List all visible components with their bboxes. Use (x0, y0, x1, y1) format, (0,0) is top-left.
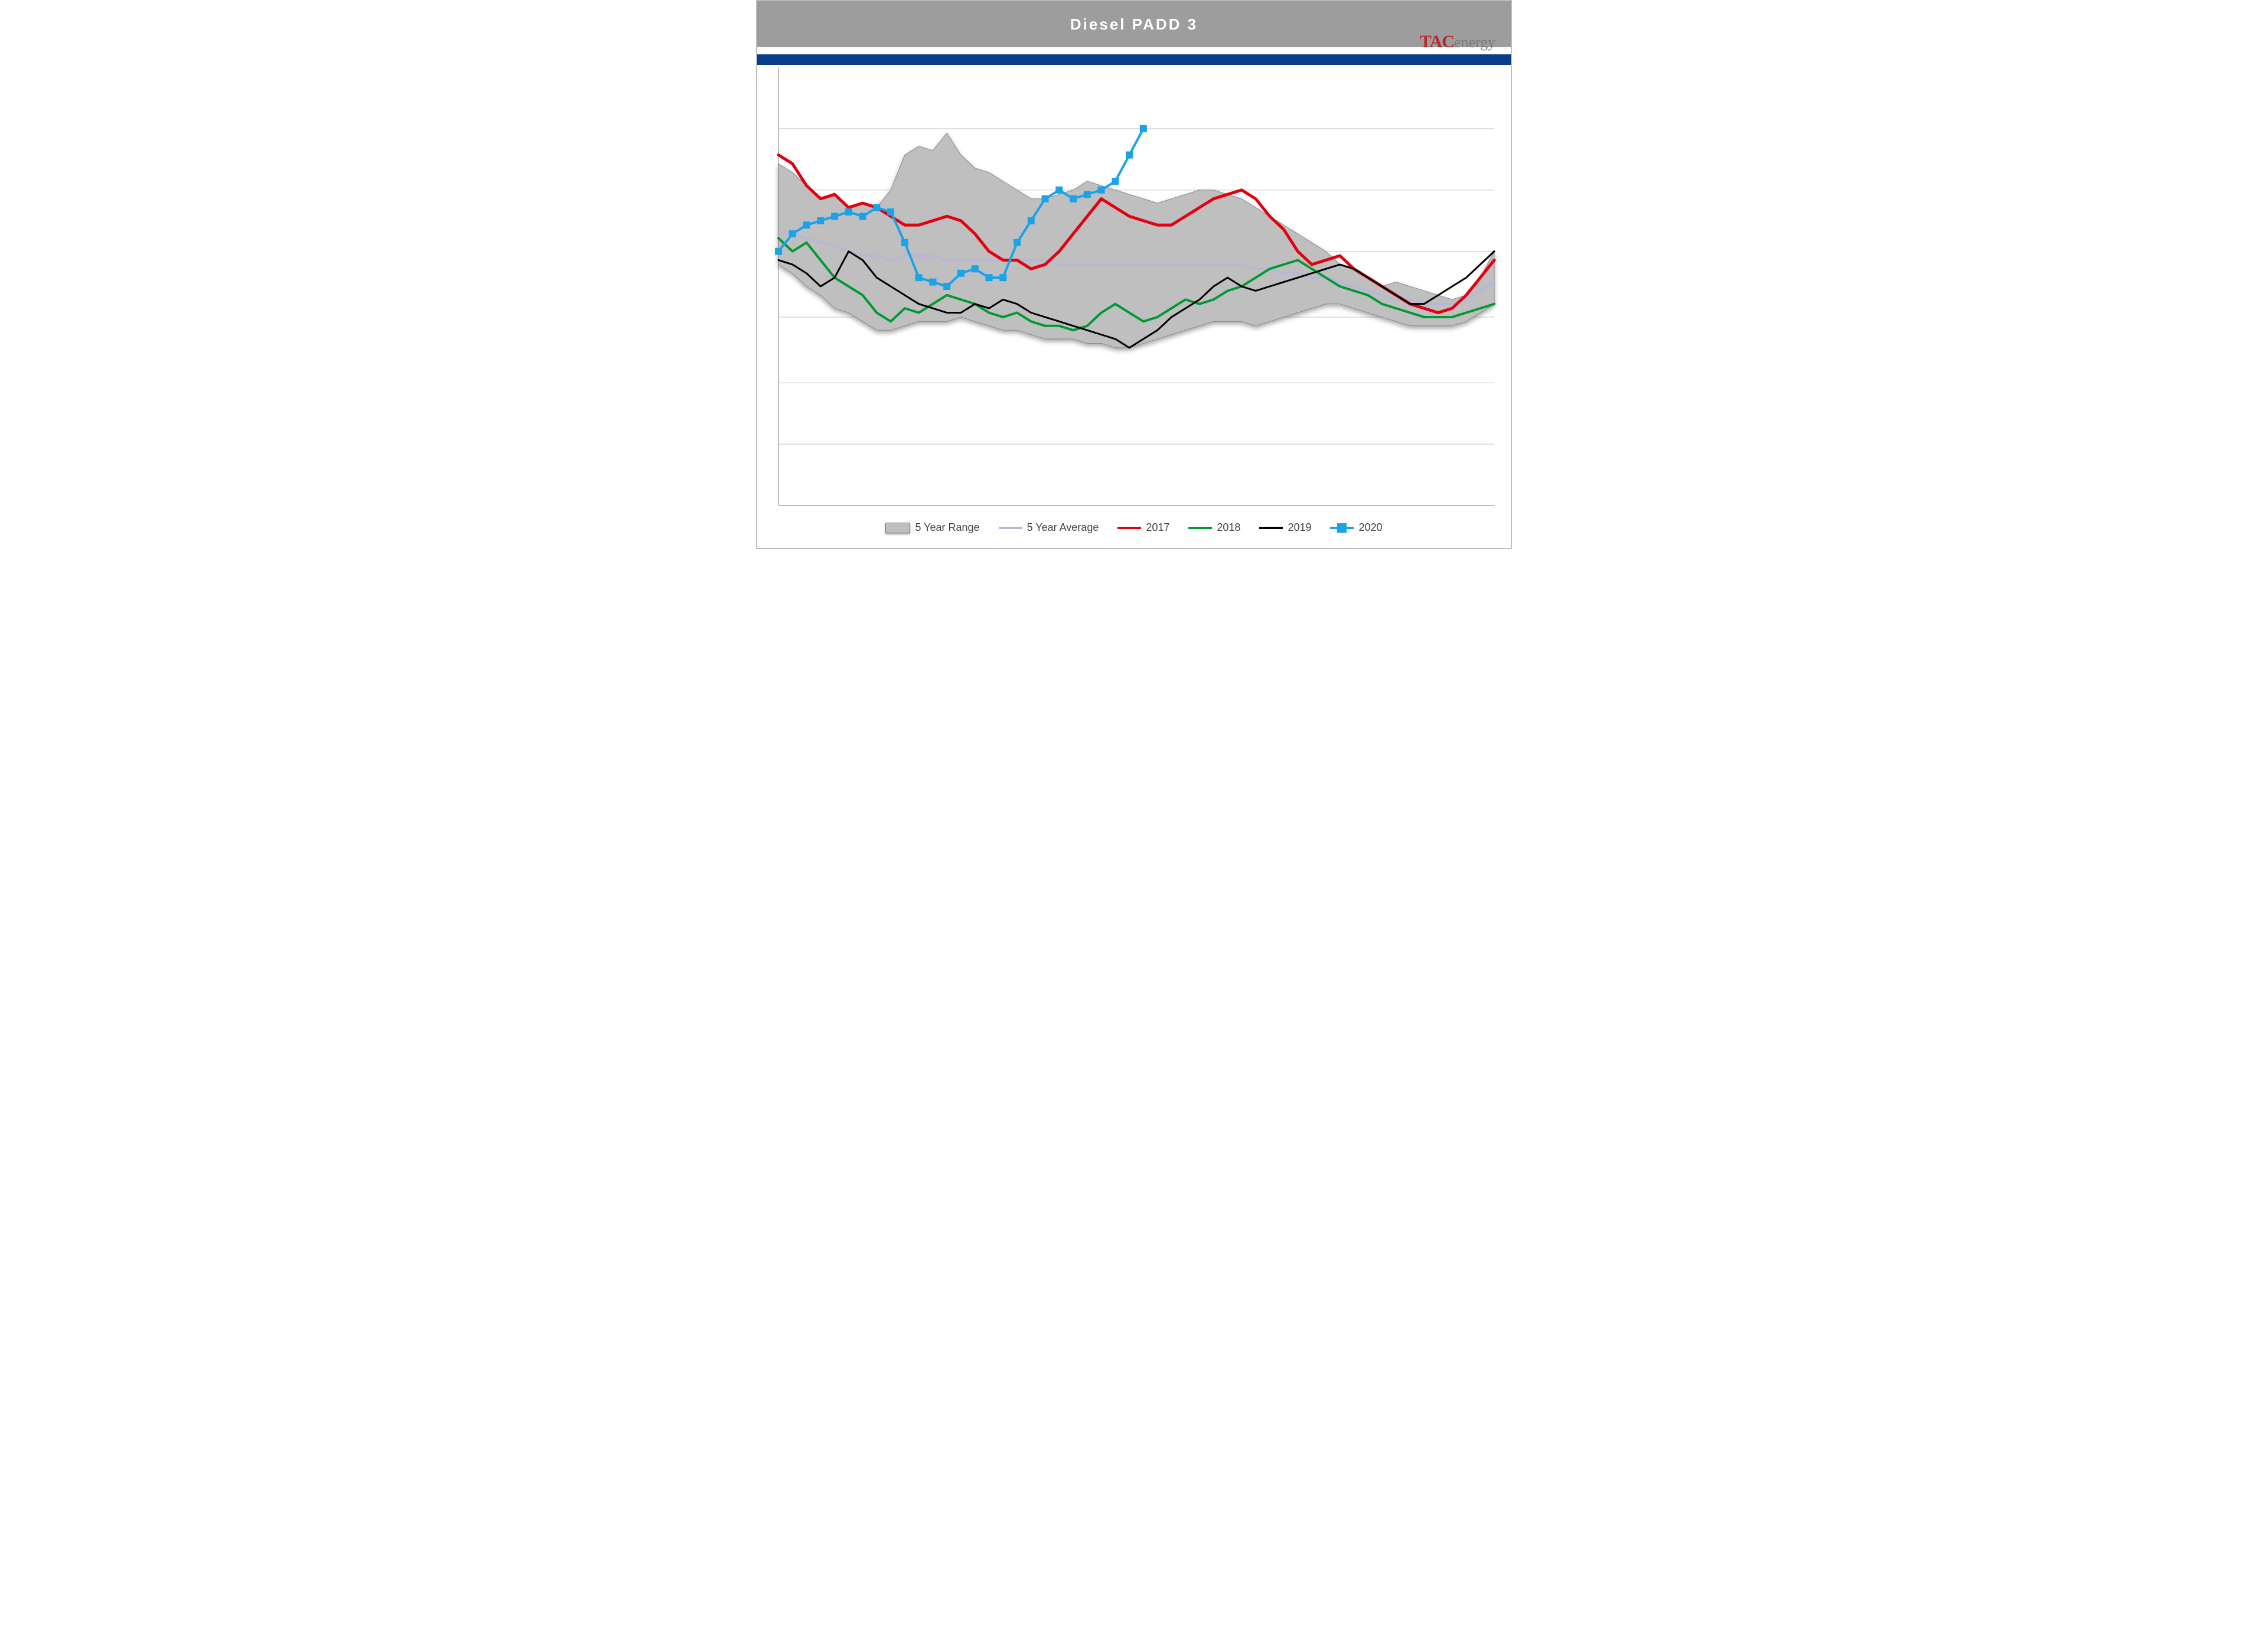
marker-s2020 (1070, 195, 1077, 202)
marker-s2020 (1056, 187, 1063, 193)
marker-s2020 (845, 208, 852, 215)
chart-title: Diesel PADD 3 (1070, 15, 1198, 34)
marker-s2020 (775, 248, 782, 255)
marker-s2020 (859, 213, 866, 220)
chart-svg (768, 65, 1500, 511)
legend-label: 2017 (1146, 521, 1169, 534)
legend-label: 5 Year Range (915, 521, 979, 534)
plot-area: 5 Year Range 5 Year Average 2017 2018 2019 20… (768, 65, 1500, 537)
legend-label: 5 Year Average (1027, 521, 1099, 534)
legend-swatch-marker (1330, 523, 1354, 533)
marker-s2020 (915, 275, 922, 281)
accent-band (757, 54, 1511, 65)
marker-s2020 (1042, 195, 1048, 202)
logo-part-1: TAC (1420, 32, 1454, 51)
marker-s2020 (1028, 217, 1034, 224)
legend-item-s2018: 2018 (1188, 521, 1240, 534)
marker-s2020 (957, 270, 964, 276)
legend-item-s2019: 2019 (1259, 521, 1311, 534)
marker-s2020 (874, 204, 880, 211)
marker-s2020 (1014, 239, 1021, 246)
legend-item-s2020: 2020 (1330, 521, 1382, 534)
legend-label: 2018 (1217, 521, 1240, 534)
legend-label: 2019 (1288, 521, 1311, 534)
logo-dot: . (1495, 40, 1498, 49)
marker-s2020 (803, 222, 810, 229)
marker-s2020 (789, 230, 796, 237)
legend: 5 Year Range 5 Year Average 2017 2018 2019 20… (768, 521, 1500, 534)
marker-s2020 (817, 217, 824, 224)
marker-s2020 (986, 275, 992, 281)
legend-swatch-range (885, 523, 910, 533)
marker-s2020 (1098, 187, 1104, 193)
legend-item-avg: 5 Year Average (999, 521, 1099, 534)
legend-swatch-line (1188, 527, 1212, 529)
legend-label: 2020 (1358, 521, 1382, 534)
chart-frame: Diesel PADD 3 TACenergy. 5 Year Range5 Y… (756, 0, 1512, 549)
marker-s2020 (972, 266, 978, 272)
marker-s2020 (901, 239, 908, 246)
marker-s2020 (944, 283, 950, 290)
logo-part-2: energy (1454, 34, 1495, 51)
legend-item-range: 5 Year Range (885, 521, 979, 534)
legend-swatch-line (1259, 527, 1283, 529)
marker-s2020 (888, 208, 894, 215)
brand-logo: TACenergy. (1380, 32, 1498, 52)
legend-swatch-line (1117, 527, 1141, 529)
marker-s2020 (1084, 191, 1090, 198)
marker-s2020 (1140, 125, 1146, 132)
marker-s2020 (1000, 275, 1006, 281)
marker-s2020 (1112, 178, 1119, 184)
legend-item-s2017: 2017 (1117, 521, 1169, 534)
marker-s2020 (930, 279, 936, 285)
legend-swatch-line (999, 527, 1022, 529)
marker-s2020 (832, 213, 838, 220)
marker-s2020 (1126, 152, 1133, 158)
